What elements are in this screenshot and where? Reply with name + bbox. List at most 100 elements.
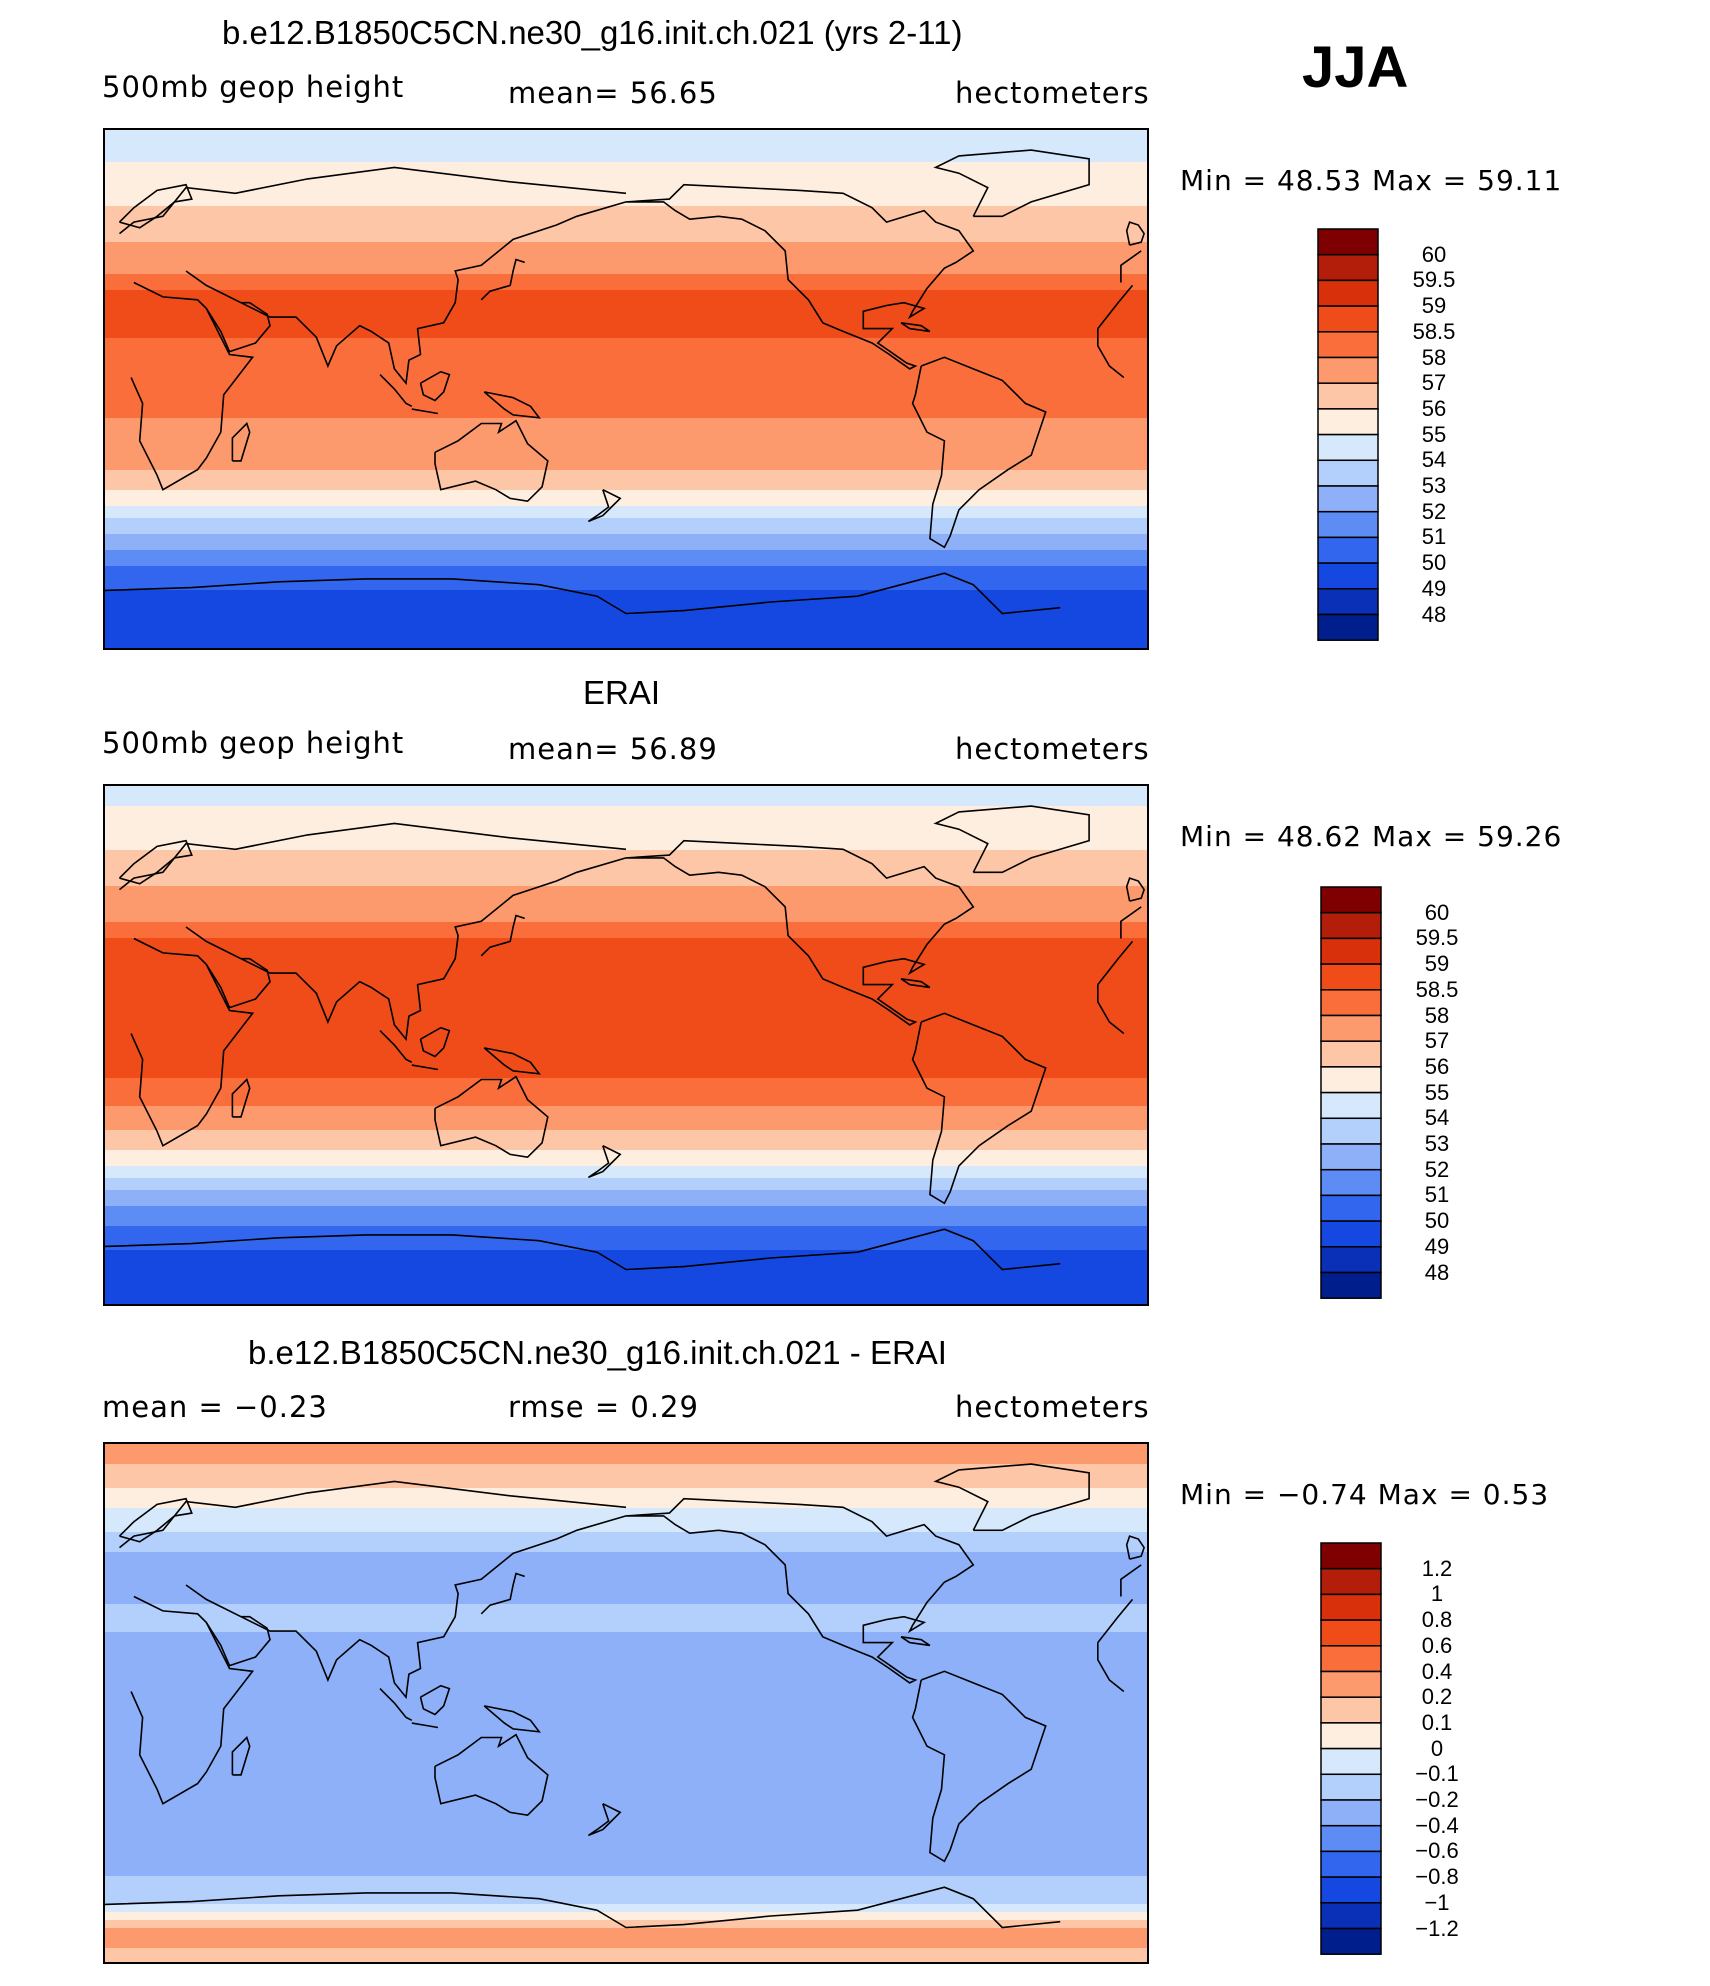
contour-band — [105, 1226, 1147, 1231]
colorbar-swatch — [1317, 228, 1379, 256]
contour-band — [105, 262, 1147, 267]
contour-band — [105, 1238, 1147, 1243]
contour-band — [105, 462, 1147, 467]
contour-band — [105, 1122, 1147, 1127]
colorbar-tick-label: 55 — [1424, 1079, 1450, 1105]
contour-band — [105, 1130, 1147, 1135]
contour-band — [105, 850, 1147, 855]
contour-band — [105, 1046, 1147, 1051]
colorbar-tick-label: 54 — [1421, 447, 1447, 473]
contour-band — [105, 1936, 1147, 1941]
contour-band — [105, 442, 1147, 447]
contour-band — [105, 218, 1147, 223]
contour-band — [105, 1568, 1147, 1573]
contour-band — [105, 1904, 1147, 1909]
contour-band — [105, 1014, 1147, 1019]
colorbar-swatch — [1320, 1143, 1382, 1171]
contour-band — [105, 1844, 1147, 1849]
colorbar-tick-label: 57 — [1424, 1028, 1450, 1054]
contour-band — [105, 874, 1147, 879]
contour-band — [105, 958, 1147, 963]
contour-band — [105, 938, 1147, 943]
contour-band — [105, 1808, 1147, 1813]
contour-band — [105, 1174, 1147, 1179]
colorbar-tick-label: 58 — [1421, 344, 1447, 370]
coastline — [483, 1705, 541, 1733]
contour-band — [105, 1062, 1147, 1067]
contour-band — [105, 1920, 1147, 1925]
contour-band — [105, 146, 1147, 151]
colorbar-swatch — [1320, 1619, 1382, 1647]
contour-band — [105, 546, 1147, 551]
contour-band — [105, 1940, 1147, 1945]
contour-band — [105, 642, 1147, 647]
contour-band — [105, 258, 1147, 263]
coastline — [130, 937, 1134, 1147]
coastline — [205, 1615, 271, 1667]
contour-band — [105, 1596, 1147, 1601]
contour-band — [105, 518, 1147, 523]
coastline — [483, 1047, 541, 1075]
coastline — [480, 258, 525, 301]
coastline — [119, 1480, 1142, 1597]
contour-band — [105, 1270, 1147, 1275]
contour-band — [105, 1780, 1147, 1785]
contour-band — [105, 1456, 1147, 1461]
coastline — [933, 149, 1090, 218]
contour-band — [105, 1768, 1147, 1773]
contour-band — [105, 1584, 1147, 1589]
contour-band — [105, 1054, 1147, 1059]
contour-band — [105, 294, 1147, 299]
contour-band — [105, 1788, 1147, 1793]
contour-band — [105, 830, 1147, 835]
contour-band — [105, 322, 1147, 327]
contour-band — [105, 1652, 1147, 1657]
contour-band — [105, 226, 1147, 231]
colorbar-swatch — [1320, 989, 1382, 1017]
coastline — [900, 322, 931, 333]
panel2-map — [103, 784, 1149, 1306]
contour-band — [105, 1832, 1147, 1837]
contour-band — [105, 622, 1147, 627]
contour-band — [105, 1210, 1147, 1215]
coastline — [205, 301, 271, 353]
contour-band — [105, 1476, 1147, 1481]
contour-band — [105, 302, 1147, 307]
colorbar-tick-label: 59.5 — [1415, 925, 1459, 951]
contour-band — [105, 962, 1147, 967]
coastline — [483, 391, 541, 419]
contour-band — [105, 1816, 1147, 1821]
contour-band — [105, 926, 1147, 931]
contour-band — [105, 838, 1147, 843]
colorbar-swatch — [1320, 1220, 1382, 1248]
contour-band — [105, 1154, 1147, 1159]
contour-band — [105, 1772, 1147, 1777]
contour-band — [105, 310, 1147, 315]
contour-band — [105, 646, 1147, 648]
contour-band — [105, 934, 1147, 939]
contour-band — [105, 526, 1147, 531]
contour-band — [105, 1278, 1147, 1283]
contour-band — [105, 986, 1147, 991]
coastline — [231, 1078, 251, 1118]
contour-band — [105, 1540, 1147, 1545]
colorbar-swatch — [1320, 1927, 1382, 1955]
contour-band — [105, 882, 1147, 887]
colorbar-swatches — [1320, 1542, 1382, 1955]
contour-band — [105, 974, 1147, 979]
colorbar-tick-label: 50 — [1424, 1208, 1450, 1234]
contour-band — [105, 510, 1147, 515]
contour-band — [105, 1504, 1147, 1509]
panel2-minmax: Min = 48.62 Max = 59.26 — [1180, 820, 1563, 853]
contour-band — [105, 234, 1147, 239]
panel2-units-label: hectometers — [955, 732, 1150, 766]
contour-band — [105, 1820, 1147, 1825]
contour-band — [105, 594, 1147, 599]
contour-band — [105, 1732, 1147, 1737]
colorbar-swatch — [1320, 1773, 1382, 1801]
contour-band — [105, 338, 1147, 343]
contour-band — [105, 922, 1147, 927]
colorbar-tick-label: −1 — [1424, 1889, 1450, 1915]
contour-band — [105, 1508, 1147, 1513]
contour-band — [105, 814, 1147, 819]
